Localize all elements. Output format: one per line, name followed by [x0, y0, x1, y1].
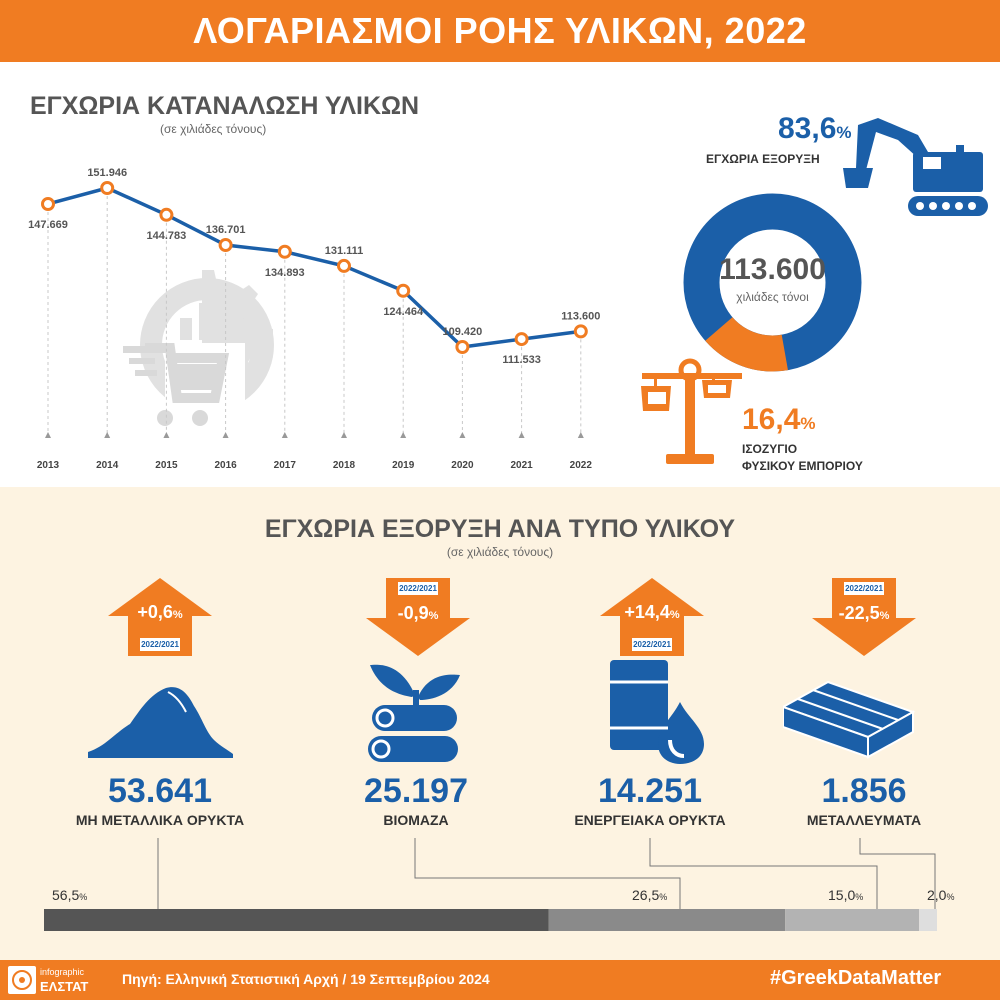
x-tick-label: 2015: [155, 460, 178, 471]
change-value: -0,9%: [397, 603, 439, 623]
share-label: 56,5%: [52, 887, 88, 903]
extraction-title: ΕΓΧΩΡΙΑ ΕΞΟΡΥΞΗ ΑΝΑ ΤΥΠΟ ΥΛΙΚΟΥ: [264, 515, 736, 543]
axis-tick: [281, 432, 288, 438]
source-text: Πηγή: Ελληνική Στατιστική Αρχή / 19 Σεπτ…: [122, 971, 490, 987]
x-tick-label: 2018: [333, 460, 356, 471]
data-point: [337, 258, 351, 273]
page-title: ΛΟΓΑΡΙΑΣΜΟΙ ΡΟΗΣ ΥΛΙΚΩΝ, 2022: [193, 10, 807, 51]
header-banner: [0, 0, 1000, 62]
axis-tick: [222, 432, 229, 438]
oil-barrel-icon: [610, 660, 704, 764]
x-tick-label: 2022: [570, 460, 593, 471]
change-arrow-down: 2022/2021 -0,9%: [366, 578, 470, 656]
axis-tick: [459, 432, 466, 438]
extraction-unit: (σε χιλιάδες τόνους): [446, 545, 554, 559]
data-point: [396, 283, 411, 298]
consumption-line-chart: 2013 2014 2015 2016 2017 2018 2019 2020 2021 2022…: [28, 167, 600, 471]
x-tick-label: 2019: [392, 460, 415, 471]
material-label: ΜΕΤΑΛΛΕΥΜΑΤΑ: [806, 812, 922, 828]
material-value: 1.856: [821, 772, 907, 810]
x-tick-label: 2021: [510, 460, 533, 471]
share-label: 15,0%: [828, 887, 864, 903]
data-label: 113.600: [561, 310, 600, 322]
x-tick-label: 2016: [214, 460, 237, 471]
connector-lines: [157, 838, 936, 910]
hashtag: #GreekDataMatter: [770, 967, 942, 989]
data-label: 109.420: [443, 326, 483, 338]
x-tick-label: 2013: [37, 460, 60, 471]
extraction-pct: 83,6%: [778, 112, 852, 145]
material-label: ΜΗ ΜΕΤΑΛΛΙΚΑ ΟΡΥΚΤΑ: [75, 812, 245, 828]
data-label: 134.893: [265, 267, 305, 279]
change-period: 2022/2021: [398, 582, 438, 595]
x-tick-label: 2014: [96, 460, 119, 471]
data-point: [514, 332, 529, 347]
trade-pct: 16,4%: [742, 403, 816, 436]
logo-line2: ΕΛΣΤΑΤ: [40, 979, 89, 994]
axis-tick: [400, 432, 407, 438]
share-segment: [44, 909, 549, 931]
elstat-logo-icon: [8, 966, 36, 994]
data-label: 131.111: [325, 245, 364, 257]
axis-tick: [577, 432, 584, 438]
data-label: 124.464: [383, 306, 424, 318]
donut-center-value: 113.600: [719, 253, 826, 286]
share-label: 2,0%: [927, 887, 955, 903]
x-tick-label: 2017: [274, 460, 297, 471]
material-label: ΒΙΟΜΑΖΑ: [383, 812, 449, 828]
change-period: 2022/2021: [844, 582, 884, 595]
change-value: -22,5%: [838, 603, 890, 623]
consumption-title: ΕΓΧΩΡΙΑ ΚΑΤΑΝΑΛΩΣΗ ΥΛΙΚΩΝ: [30, 92, 420, 120]
metal-bars-icon: [783, 680, 916, 759]
data-label: 144.783: [147, 230, 187, 242]
trade-label-line1: ΙΣΟΖΥΓΙΟ: [742, 442, 798, 456]
material-value: 14.251: [598, 772, 702, 810]
logo-line1: infographic: [40, 967, 85, 977]
data-label: 147.669: [28, 219, 68, 231]
share-segment: [785, 909, 920, 931]
share-segment: [919, 909, 937, 931]
footer-bar: [0, 960, 1000, 1000]
donut-chart: [683, 193, 862, 372]
material-label: ΕΝΕΡΓΕΙΑΚΑ ΟΡΥΚΤΑ: [574, 812, 726, 828]
axis-tick: [104, 432, 111, 438]
series-line: [47, 186, 582, 349]
x-tick-label: 2020: [451, 460, 474, 471]
soil-pile-icon: [88, 687, 233, 758]
material-value: 25.197: [364, 772, 468, 810]
change-arrow-up: +14,4% 2022/2021: [600, 578, 704, 656]
data-point: [218, 237, 233, 252]
consumption-unit: (σε χιλιάδες τόνους): [160, 122, 267, 136]
data-point: [455, 340, 470, 354]
data-point: [41, 196, 55, 211]
axis-tick: [163, 432, 170, 438]
donut-center-unit: χιλιάδες τόνοι: [736, 290, 809, 304]
data-point: [100, 181, 115, 195]
axis-tick: [45, 432, 51, 438]
data-label: 151.946: [87, 167, 127, 179]
axis-tick: [518, 432, 525, 438]
change-arrow-down: 2022/2021 -22,5%: [812, 578, 916, 656]
data-point: [159, 207, 174, 222]
gear-cart-icon: [123, 270, 274, 433]
balance-scale-icon: [641, 358, 742, 464]
axis-tick: [341, 432, 347, 438]
change-period: 2022/2021: [140, 638, 180, 651]
share-label: 26,5%: [632, 887, 668, 903]
change-value: +0,6%: [137, 602, 183, 622]
share-stacked-bar: [44, 909, 937, 931]
logs-sprout-icon: [368, 664, 460, 762]
change-value: +14,4%: [624, 602, 680, 622]
excavator-icon: [843, 118, 988, 216]
change-arrow-up: +0,6% 2022/2021: [108, 578, 212, 656]
data-point: [277, 244, 292, 259]
extraction-label: ΕΓΧΩΡΙΑ ΕΞΟΡΥΞΗ: [706, 152, 820, 166]
data-label: 111.533: [502, 354, 541, 366]
share-segment: [548, 909, 786, 931]
material-value: 53.641: [108, 772, 212, 810]
data-point: [573, 324, 588, 339]
change-period: 2022/2021: [632, 638, 672, 651]
trade-label-line2: ΦΥΣΙΚΟΥ ΕΜΠΟΡΙΟΥ: [742, 459, 863, 473]
data-label: 136.701: [206, 224, 246, 236]
